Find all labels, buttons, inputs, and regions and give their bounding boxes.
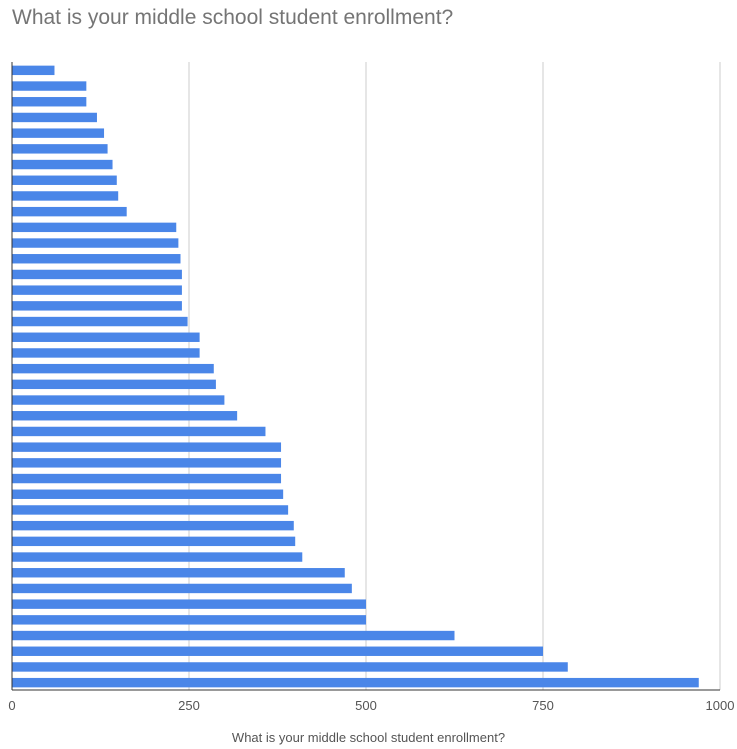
bar-6: [12, 159, 113, 170]
bar-0: [12, 65, 55, 76]
bar-24: [12, 442, 282, 452]
bar-32: [12, 568, 345, 578]
bar-10: [12, 222, 177, 233]
x-tick-label-1: 250: [178, 698, 200, 713]
bar-36: [12, 630, 455, 641]
bar-9: [12, 206, 127, 217]
bar-23: [12, 426, 266, 437]
x-tick-label-0: 0: [8, 698, 15, 713]
bar-35: [12, 615, 366, 625]
bar-27: [12, 489, 284, 499]
bar-14: [12, 285, 182, 295]
bar-39: [12, 677, 699, 688]
x-axis-label: What is your middle school student enrol…: [231, 730, 506, 745]
bar-18: [12, 348, 200, 358]
bar-30: [12, 536, 296, 547]
bar-17: [12, 332, 200, 342]
bar-29: [12, 520, 294, 531]
bar-20: [12, 379, 216, 390]
bar-4: [12, 128, 105, 138]
bar-2: [12, 97, 87, 107]
bar-33: [12, 583, 352, 594]
bar-3: [12, 112, 97, 123]
x-tick-label-2: 500: [355, 698, 377, 713]
bar-11: [12, 238, 179, 248]
bar-22: [12, 411, 238, 421]
x-tick-label-3: 750: [532, 698, 554, 713]
bar-31: [12, 552, 303, 562]
x-tick-label-4: 1000: [706, 698, 735, 713]
bar-25: [12, 458, 282, 468]
bar-19: [12, 363, 214, 374]
bar-13: [12, 269, 182, 280]
bar-37: [12, 646, 543, 656]
bar-5: [12, 144, 108, 154]
chart-title: What is your middle school student enrol…: [12, 6, 454, 29]
bar-8: [12, 191, 119, 201]
bar-38: [12, 662, 568, 672]
bar-21: [12, 395, 225, 405]
bar-7: [12, 175, 117, 185]
bar-34: [12, 599, 366, 609]
bar-16: [12, 316, 188, 327]
bar-15: [12, 301, 182, 311]
bar-12: [12, 254, 181, 264]
bar-26: [12, 473, 282, 484]
bar-1: [12, 81, 87, 91]
bar-28: [12, 505, 289, 515]
